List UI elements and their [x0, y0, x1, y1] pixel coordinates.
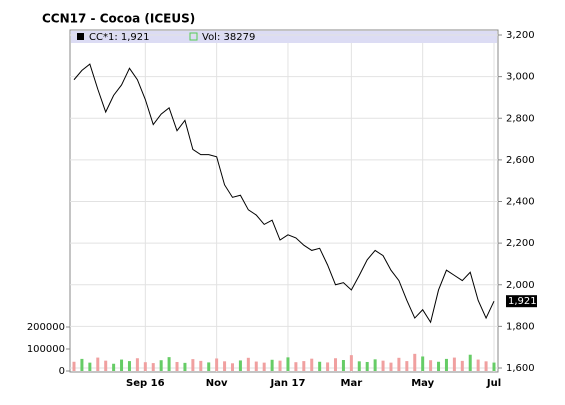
volume-bar [476, 359, 480, 371]
legend-band [71, 31, 497, 43]
volume-bar [191, 359, 195, 371]
y-tick-label: 1,800 [506, 321, 535, 332]
volume-bar [88, 362, 92, 371]
y-tick-label: 2,600 [506, 155, 535, 166]
x-tick-label: Mar [341, 378, 363, 389]
y-tick-label: 3,200 [506, 30, 535, 41]
volume-bar [104, 360, 108, 371]
last-price-box [506, 295, 537, 308]
y-tick-label: 2,800 [506, 113, 535, 124]
y-tick-label: 2,000 [506, 280, 535, 291]
y-tick-label: 2,400 [506, 197, 535, 208]
volume-bar [199, 360, 203, 371]
volume-bar [484, 361, 488, 371]
legend-label: CC*1: 1,921 [89, 32, 150, 43]
volume-bar [270, 359, 274, 371]
last-price-label: 1,921 [508, 296, 537, 307]
volume-bar [159, 360, 163, 371]
volume-bar [444, 358, 448, 371]
x-tick-label: Nov [206, 378, 228, 389]
volume-bar [96, 357, 100, 371]
volume-bar [413, 353, 417, 371]
volume-bar [405, 361, 409, 371]
legend-swatch [189, 32, 198, 41]
volume-bar [167, 357, 171, 371]
volume-bar [326, 362, 330, 371]
volume-bar [238, 360, 242, 371]
y-tick-label: 1,600 [506, 363, 535, 374]
volume-bar [429, 360, 433, 371]
volume-bar [294, 362, 298, 371]
volume-bar [215, 358, 219, 371]
volume-bar [341, 360, 345, 371]
volume-bar [365, 361, 369, 371]
volume-bar [151, 363, 155, 371]
volume-bar [72, 361, 76, 371]
volume-bar [183, 362, 187, 371]
volume-bar [112, 363, 116, 371]
volume-bar [135, 358, 139, 371]
volume-bar [452, 357, 456, 371]
y2-tick-label: 200000 [27, 322, 65, 333]
volume-bar [468, 354, 472, 371]
volume-bar [421, 356, 425, 371]
volume-bar [143, 362, 147, 371]
volume-bar [223, 361, 227, 371]
y-tick-label: 3,000 [506, 72, 535, 83]
x-tick-label: Jan 17 [269, 378, 305, 389]
volume-bar [246, 357, 250, 371]
volume-bar [80, 358, 84, 371]
volume-bar [492, 362, 496, 371]
price-line [73, 63, 495, 324]
legend-swatch [77, 33, 84, 40]
chart-title: CCN17 - Cocoa (ICEUS) [42, 12, 195, 26]
volume-bar [397, 357, 401, 371]
volume-bar [334, 358, 338, 371]
volume-bar [318, 361, 322, 371]
volume-bar [262, 362, 266, 371]
volume-bar [389, 362, 393, 371]
volume-bar [302, 361, 306, 371]
x-tick-label: May [411, 378, 434, 389]
volume-bar [349, 355, 353, 371]
y2-tick-label: 0 [59, 366, 65, 377]
volume-bar [381, 360, 385, 371]
volume-bar [254, 361, 258, 371]
volume-bar [460, 360, 464, 371]
volume-bar [207, 362, 211, 371]
volume-bar [127, 361, 131, 371]
volume-bar [310, 358, 314, 371]
volume-bar [120, 359, 124, 371]
legend-label: Vol: 38279 [202, 32, 255, 43]
x-tick-label: Sep 16 [126, 378, 165, 389]
y-tick-label: 2,200 [506, 238, 535, 249]
volume-bar [357, 361, 361, 371]
volume-bar [437, 361, 441, 371]
volume-bar [278, 360, 282, 371]
volume-bar [230, 363, 234, 371]
volume-bar [175, 361, 179, 371]
y2-tick-label: 100000 [27, 344, 65, 355]
volume-bar [373, 359, 377, 371]
volume-bar [286, 357, 290, 371]
x-tick-label: Jul [486, 378, 501, 389]
